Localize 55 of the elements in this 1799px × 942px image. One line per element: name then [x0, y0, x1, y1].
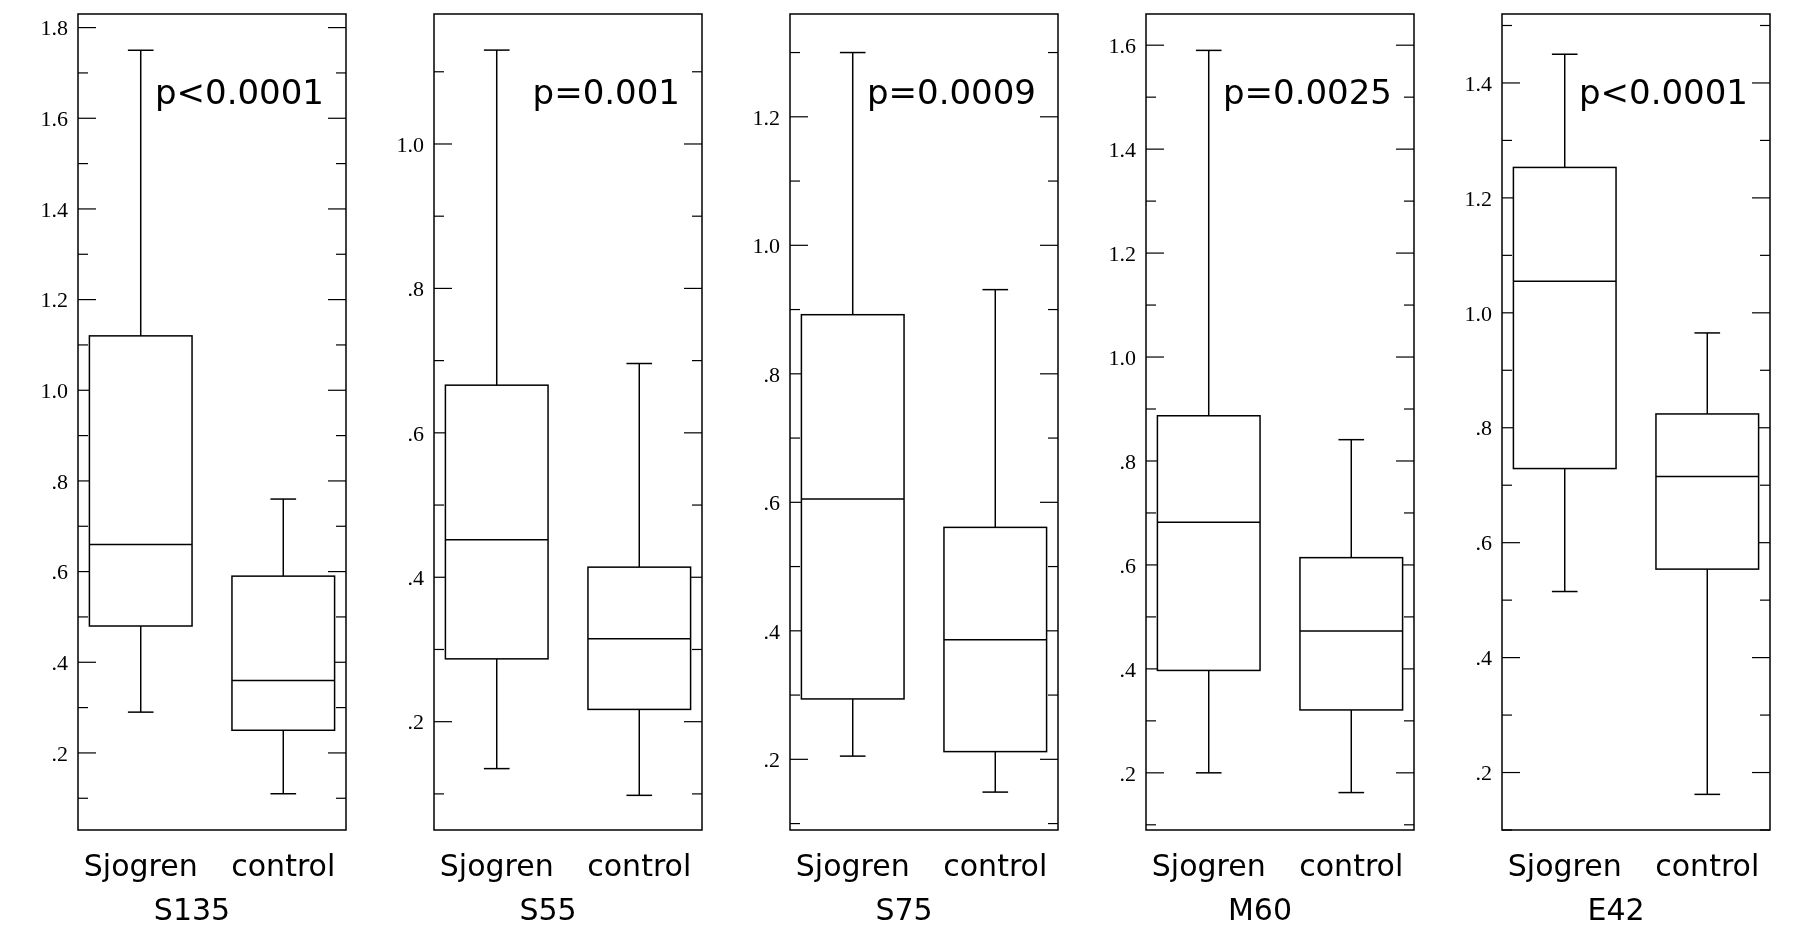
- annotation: p<0.0001: [1578, 72, 1748, 112]
- y-tick-label: 1.6: [40, 105, 68, 131]
- y-tick-label: .8: [763, 361, 780, 387]
- y-tick-label: 1.8: [40, 15, 68, 41]
- x-tick-label: Sjogren: [1507, 848, 1622, 883]
- x-tick-label: Sjogren: [795, 848, 910, 883]
- y-tick-label: .4: [1119, 656, 1136, 682]
- y-tick-label: .6: [407, 420, 424, 446]
- y-tick-label: 1.0: [396, 131, 424, 157]
- y-tick-label: .6: [763, 490, 780, 516]
- y-tick-label: 1.4: [40, 196, 68, 222]
- y-tick-label: 1.0: [1464, 300, 1492, 326]
- annotation: p=0.001: [532, 72, 680, 112]
- y-tick-label: 1.2: [1464, 185, 1492, 211]
- y-tick-label: .2: [51, 740, 68, 766]
- y-tick-label: .8: [407, 276, 424, 302]
- annotation: p<0.0001: [154, 72, 324, 112]
- y-tick-label: 1.0: [752, 233, 780, 259]
- x-axis-title: S75: [875, 892, 933, 927]
- x-tick-label: control: [1655, 848, 1760, 883]
- x-axis-title: S135: [153, 892, 231, 927]
- y-tick-label: .2: [1119, 760, 1136, 786]
- annotation: p=0.0025: [1222, 72, 1392, 112]
- y-tick-label: 1.0: [1108, 344, 1136, 370]
- y-tick-label: 1.4: [1108, 136, 1136, 162]
- y-tick-label: 1.2: [40, 287, 68, 313]
- x-tick-label: control: [231, 848, 336, 883]
- y-tick-label: .4: [763, 618, 780, 644]
- y-tick-label: .8: [51, 468, 68, 494]
- y-tick-label: .2: [763, 747, 780, 773]
- x-axis-title: S55: [519, 892, 577, 927]
- y-tick-label: .6: [1119, 552, 1136, 578]
- y-tick-label: .6: [1475, 530, 1492, 556]
- y-tick-label: .2: [1475, 760, 1492, 786]
- y-tick-label: .2: [407, 709, 424, 735]
- y-tick-label: .8: [1119, 448, 1136, 474]
- x-tick-label: control: [587, 848, 692, 883]
- x-axis-title: E42: [1587, 892, 1645, 927]
- y-tick-label: .6: [51, 559, 68, 585]
- y-tick-label: 1.0: [40, 377, 68, 403]
- y-tick-label: 1.4: [1464, 70, 1492, 96]
- x-tick-label: Sjogren: [439, 848, 554, 883]
- y-tick-label: .4: [407, 564, 424, 590]
- y-tick-label: .8: [1475, 415, 1492, 441]
- y-tick-label: .4: [1475, 645, 1492, 671]
- x-tick-label: Sjogren: [83, 848, 198, 883]
- y-tick-label: .4: [51, 649, 68, 675]
- x-axis-title: M60: [1227, 892, 1293, 927]
- y-tick-label: 1.2: [752, 104, 780, 130]
- x-tick-label: control: [943, 848, 1048, 883]
- x-tick-label: Sjogren: [1151, 848, 1266, 883]
- y-tick-label: 1.6: [1108, 32, 1136, 58]
- annotation: p=0.0009: [866, 72, 1036, 112]
- x-tick-label: control: [1299, 848, 1404, 883]
- y-tick-label: 1.2: [1108, 240, 1136, 266]
